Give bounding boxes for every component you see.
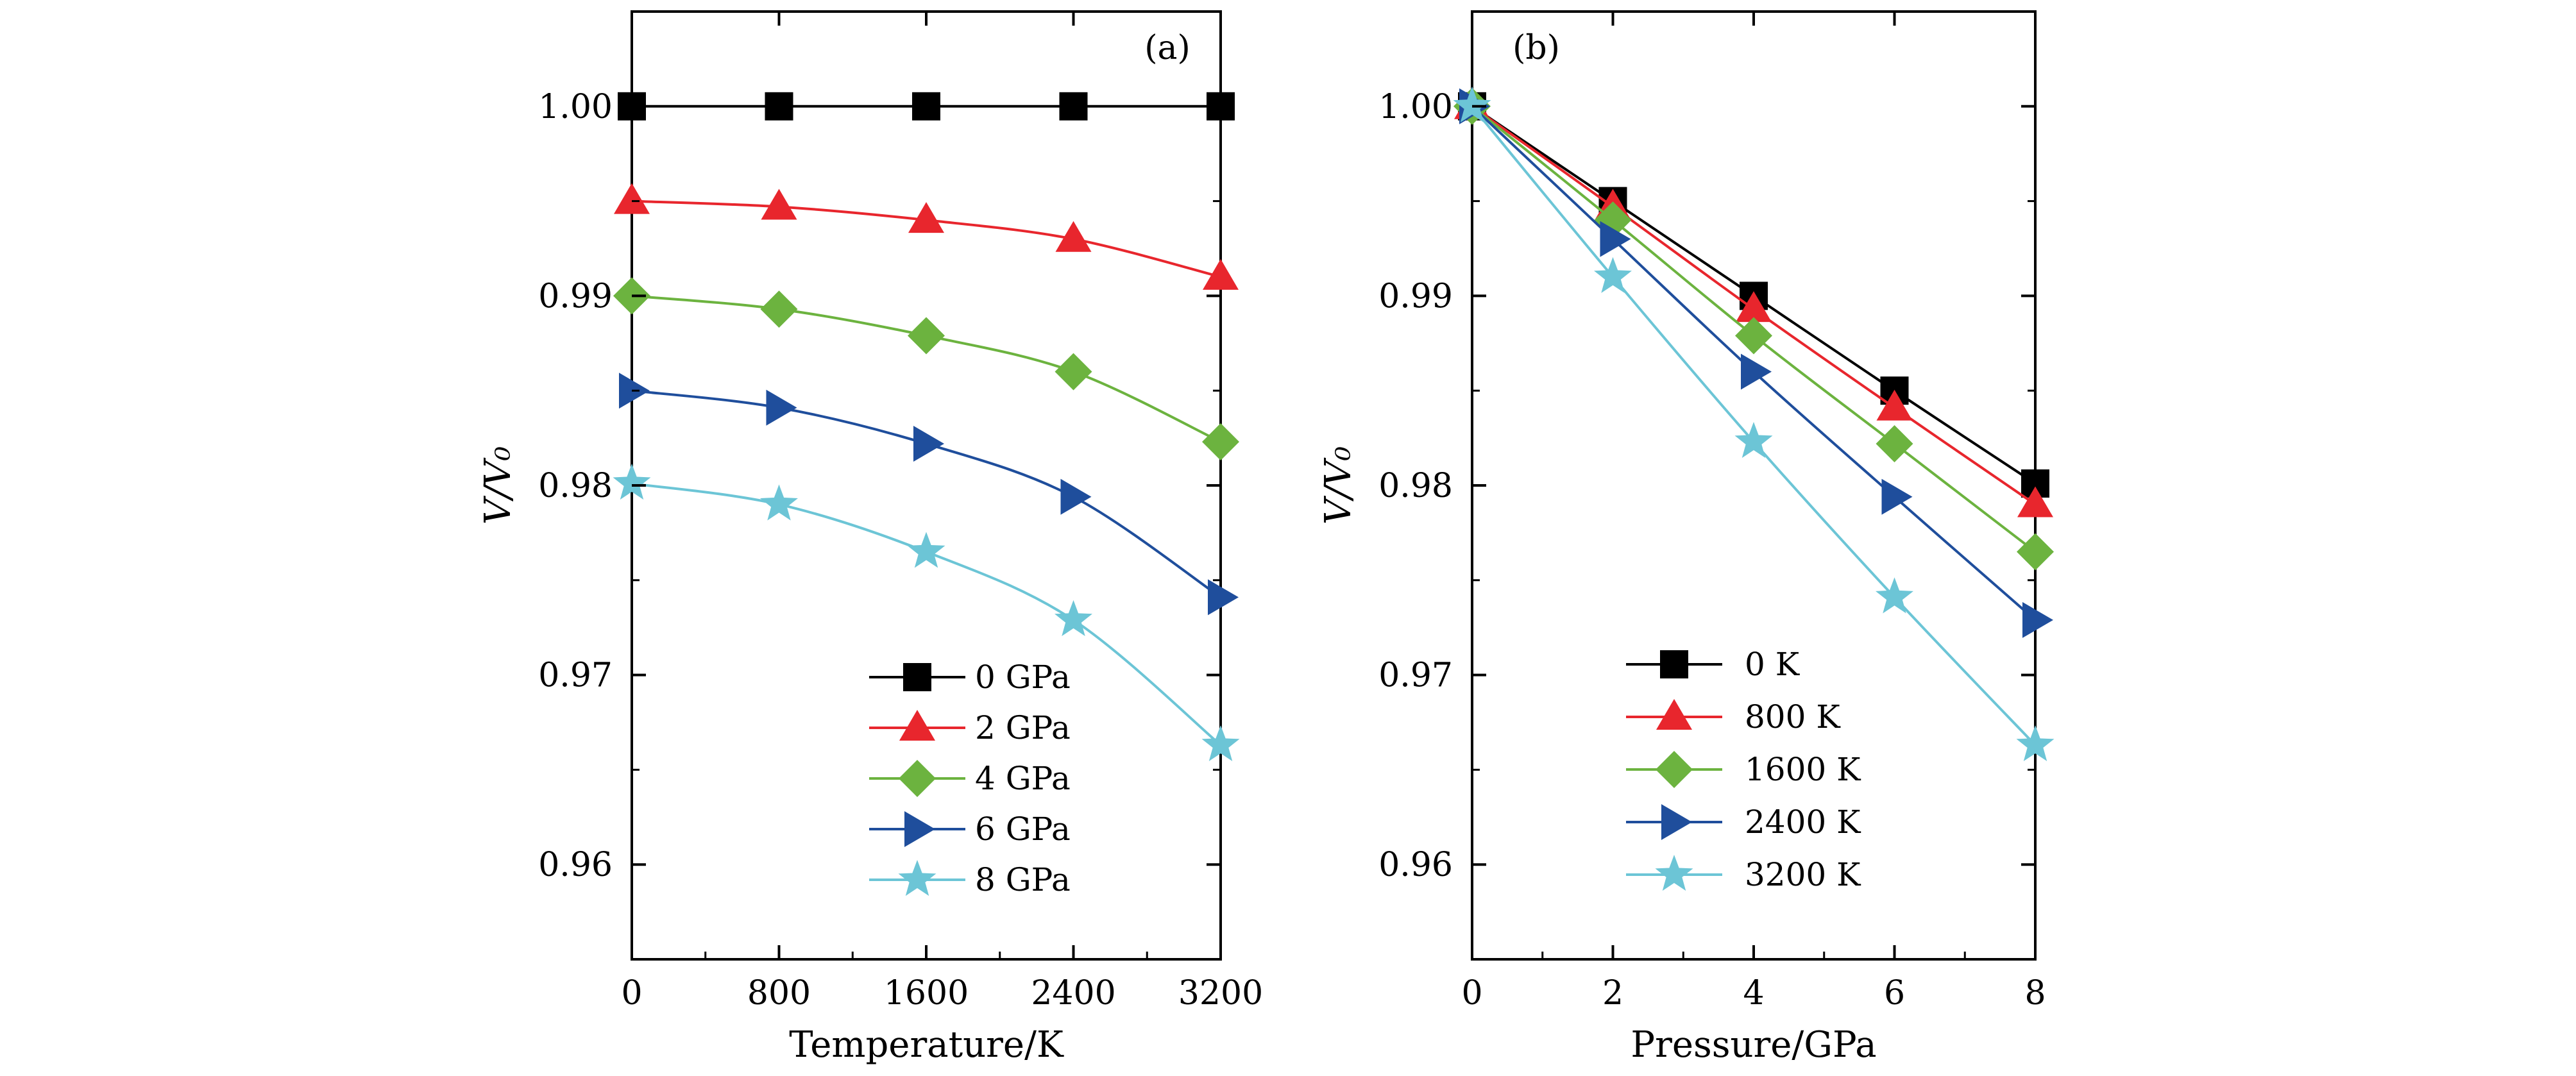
series-2-gpa-point: [1203, 258, 1239, 290]
legend: 0 K 800 K 1600 K 2400 K 3200 K: [1626, 646, 1861, 893]
y-tick-label: 0.98: [538, 467, 613, 505]
y-tick-label: 1.00: [538, 88, 613, 126]
series-3200-k-point: [1876, 577, 1913, 614]
legend-4-gpa-label: 4 GPa: [975, 760, 1071, 797]
legend-0-gpa-label: 0 GPa: [975, 659, 1071, 696]
legend: 0 GPa 2 GPa 4 GPa 6 GPa 8 GPa: [869, 659, 1071, 898]
y-axis-title: V/V₀: [1318, 446, 1359, 525]
legend-0-k-label: 0 K: [1745, 646, 1801, 683]
x-axis-title: Pressure/GPa: [1631, 1024, 1876, 1066]
series-8-gpa-point: [907, 532, 945, 568]
x-axis-title: Temperature/K: [789, 1024, 1064, 1066]
y-tick-label: 1.00: [1378, 88, 1453, 126]
series-800-k-point: [1736, 291, 1772, 323]
legend-8-gpa-marker: [898, 860, 936, 896]
x-tick-label: 0: [1461, 974, 1482, 1013]
series-6-gpa-point: [1060, 478, 1092, 515]
legend-2-gpa-label: 2 GPa: [975, 709, 1071, 746]
series-2-gpa-point: [1055, 221, 1092, 252]
series-800-k-point: [1876, 389, 1913, 421]
y-tick-label: 0.97: [1378, 657, 1453, 695]
y-tick-label: 0.96: [538, 846, 613, 884]
series-4-gpa-point: [1202, 423, 1239, 461]
panel-tag: (a): [1144, 29, 1191, 67]
panel-tag: (b): [1513, 29, 1560, 67]
legend-2400-k-marker: [1661, 804, 1692, 840]
x-tick-label: 3200: [1178, 974, 1263, 1013]
legend-800-k-label: 800 K: [1745, 698, 1841, 736]
series-0-gpa-point: [912, 92, 940, 121]
y-axis-title: V/V₀: [477, 446, 519, 525]
series-3200-k-point: [1734, 422, 1773, 458]
series-3200-k-point: [2016, 725, 2055, 762]
legend-8-gpa-label: 8 GPa: [975, 861, 1071, 898]
series-4-gpa-point: [1055, 353, 1092, 391]
series-8-gpa-point: [613, 464, 651, 500]
series-1600-k-point: [2017, 533, 2054, 571]
axis-ticks: 0 2 4 6 8 0.96 0.97 0.98 0.99 1.00: [1378, 10, 2046, 1013]
panel-b: 0 2 4 6 8 0.96 0.97 0.98 0.99 1.00 (b) Pressure/G…: [1318, 10, 2055, 1066]
series-8-gpa-point: [1201, 725, 1240, 762]
series-2400-k-point: [2022, 601, 2053, 638]
x-tick-label: 4: [1743, 974, 1764, 1013]
panel-a: 0 800 1600 2400 3200 0.96 0.97 0.98 0.99 1.00 (a)…: [477, 10, 1263, 1066]
legend-1600-k-marker: [1656, 751, 1693, 788]
series-2-gpa-point: [908, 202, 944, 233]
series-6-gpa-point: [1208, 579, 1239, 616]
series-8-gpa-point: [1055, 600, 1092, 636]
series-2400-k-point: [1600, 221, 1631, 257]
legend-3200-k-label: 3200 K: [1745, 856, 1861, 893]
legend-6-gpa-marker: [904, 811, 935, 847]
series-1600-k-point: [1735, 317, 1772, 355]
y-tick-label: 0.97: [538, 657, 613, 695]
x-tick-label: 2400: [1031, 974, 1115, 1013]
x-tick-label: 2: [1602, 974, 1623, 1013]
series-2-gpa-point: [614, 183, 650, 214]
series-2400-k-point: [1881, 478, 1913, 515]
series-0-gpa-point: [765, 92, 793, 121]
y-tick-label: 0.99: [538, 277, 613, 315]
plot-frame: [631, 10, 1222, 961]
series-8-gpa-point: [760, 484, 798, 521]
series-0-gpa-point: [1059, 92, 1088, 121]
series-4-gpa-point: [760, 290, 798, 328]
series-1600-k-point: [1876, 425, 1913, 462]
series-3200-k-point: [1453, 86, 1491, 122]
plot-marks: [613, 92, 1240, 762]
series-2400-k-point: [1741, 353, 1772, 390]
legend-1600-k-label: 1600 K: [1745, 751, 1861, 788]
legend-3200-k-marker: [1655, 855, 1693, 891]
series-8-gpa-line: [631, 482, 1222, 746]
x-tick-label: 1600: [884, 974, 969, 1013]
series-3200-k-point: [1594, 256, 1632, 293]
series-4-gpa-point: [908, 317, 945, 355]
legend-2400-k-label: 2400 K: [1745, 803, 1861, 841]
legend-2-gpa-marker: [899, 710, 935, 741]
legend-4-gpa-marker: [899, 760, 936, 797]
plot-marks: [1453, 86, 2055, 762]
y-tick-label: 0.98: [1378, 467, 1453, 505]
legend-0-gpa-marker: [903, 663, 931, 691]
series-2-gpa-point: [761, 189, 797, 220]
series-6-gpa-point: [913, 425, 944, 462]
x-tick-label: 8: [2024, 974, 2046, 1013]
y-tick-label: 0.99: [1378, 277, 1453, 315]
legend-6-gpa-label: 6 GPa: [975, 811, 1071, 848]
x-tick-label: 6: [1884, 974, 1905, 1013]
legend-0-k-marker: [1660, 650, 1688, 678]
axis-ticks: 0 800 1600 2400 3200 0.96 0.97 0.98 0.99 1.00: [538, 10, 1263, 1013]
series-6-gpa-point: [766, 389, 797, 426]
series-800-k-point: [2017, 486, 2053, 517]
x-tick-label: 0: [621, 974, 642, 1013]
y-tick-label: 0.96: [1378, 846, 1453, 884]
x-tick-label: 800: [747, 974, 811, 1013]
legend-800-k-marker: [1656, 699, 1692, 730]
